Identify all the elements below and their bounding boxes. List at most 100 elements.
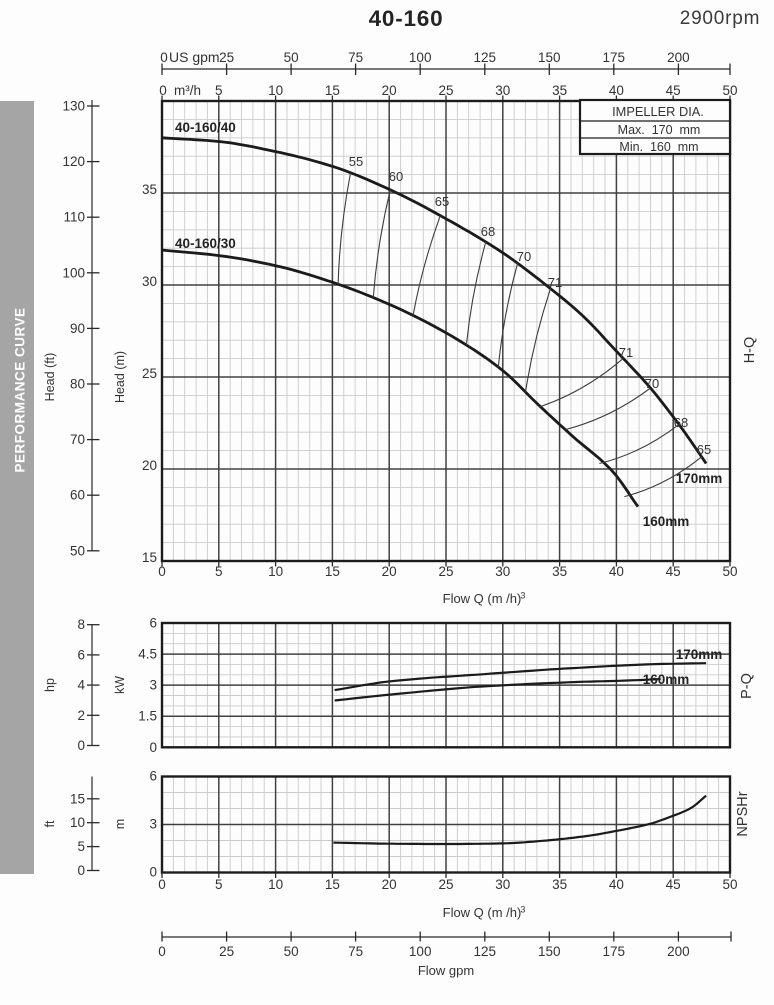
svg-text:5: 5: [77, 839, 85, 854]
svg-text:Min. 160 mm: Min. 160 mm: [619, 140, 698, 154]
svg-text:40: 40: [609, 83, 624, 98]
svg-text:20: 20: [382, 877, 397, 892]
svg-text:15: 15: [325, 877, 340, 892]
svg-text:P-Q: P-Q: [739, 673, 755, 699]
svg-text:130: 130: [62, 99, 85, 114]
svg-text:1.5: 1.5: [138, 709, 157, 724]
svg-text:65: 65: [435, 194, 449, 209]
svg-text:160mm: 160mm: [643, 514, 690, 529]
svg-text:170mm: 170mm: [676, 471, 723, 486]
svg-text:Head (m): Head (m): [113, 351, 127, 403]
svg-text:Flow Q (m /h)3: Flow Q (m /h)3: [443, 591, 526, 607]
svg-text:175: 175: [603, 944, 626, 959]
svg-text:5: 5: [215, 877, 223, 892]
svg-text:kW: kW: [113, 676, 127, 694]
svg-text:80: 80: [70, 377, 85, 392]
svg-text:0: 0: [158, 877, 166, 892]
svg-text:3: 3: [149, 817, 157, 832]
svg-text:68: 68: [481, 224, 495, 239]
svg-text:45: 45: [666, 877, 681, 892]
svg-text:50: 50: [70, 543, 85, 558]
svg-text:8: 8: [77, 617, 85, 632]
svg-text:200: 200: [667, 50, 690, 65]
svg-text:60: 60: [389, 169, 403, 184]
svg-text:50: 50: [284, 50, 299, 65]
svg-text:110: 110: [63, 210, 85, 225]
svg-text:50: 50: [722, 83, 737, 98]
svg-text:71: 71: [548, 275, 562, 290]
svg-text:10: 10: [268, 877, 283, 892]
svg-text:150: 150: [538, 50, 561, 65]
svg-text:2: 2: [77, 708, 85, 723]
svg-text:45: 45: [666, 564, 681, 579]
svg-text:IMPELLER DIA.: IMPELLER DIA.: [612, 104, 704, 119]
svg-text:40-160: 40-160: [369, 6, 444, 31]
svg-text:US gpm: US gpm: [169, 49, 220, 65]
svg-text:30: 30: [495, 564, 510, 579]
svg-text:75: 75: [348, 50, 363, 65]
svg-text:35: 35: [552, 564, 567, 579]
svg-text:0: 0: [77, 738, 85, 753]
svg-text:120: 120: [62, 154, 85, 169]
svg-text:0: 0: [158, 944, 166, 959]
svg-text:0: 0: [159, 83, 167, 98]
svg-text:25: 25: [142, 366, 157, 381]
svg-text:Flow Q (m /h)3: Flow Q (m /h)3: [443, 905, 526, 921]
svg-text:6: 6: [149, 769, 157, 784]
svg-text:m: m: [113, 819, 127, 829]
svg-text:m³/h: m³/h: [174, 83, 201, 98]
svg-text:35: 35: [552, 877, 567, 892]
svg-text:45: 45: [666, 83, 681, 98]
svg-text:25: 25: [219, 50, 234, 65]
svg-text:50: 50: [722, 877, 737, 892]
svg-text:0: 0: [149, 740, 157, 755]
svg-text:25: 25: [438, 83, 453, 98]
svg-text:Flow gpm: Flow gpm: [418, 963, 474, 978]
svg-text:0: 0: [158, 564, 166, 579]
svg-text:6: 6: [77, 647, 85, 662]
svg-text:5: 5: [215, 83, 223, 98]
svg-text:90: 90: [70, 321, 85, 336]
svg-text:3: 3: [149, 678, 157, 693]
svg-text:35: 35: [552, 83, 567, 98]
svg-text:Head (ft): Head (ft): [43, 353, 57, 402]
svg-text:5: 5: [215, 564, 223, 579]
svg-text:H-Q: H-Q: [742, 337, 758, 364]
svg-text:15: 15: [325, 564, 340, 579]
svg-text:55: 55: [349, 154, 363, 169]
svg-text:150: 150: [538, 944, 561, 959]
svg-text:125: 125: [474, 50, 497, 65]
svg-text:25: 25: [438, 877, 453, 892]
svg-text:125: 125: [474, 944, 497, 959]
svg-text:50: 50: [722, 564, 737, 579]
svg-text:50: 50: [284, 944, 299, 959]
svg-text:170mm: 170mm: [676, 647, 723, 662]
svg-text:40: 40: [609, 877, 624, 892]
svg-text:10: 10: [268, 564, 283, 579]
svg-text:4: 4: [77, 678, 85, 693]
svg-text:20: 20: [382, 83, 397, 98]
svg-text:30: 30: [142, 274, 157, 289]
svg-text:ft: ft: [43, 820, 57, 827]
svg-text:15: 15: [70, 791, 85, 806]
svg-text:35: 35: [142, 182, 157, 197]
svg-text:100: 100: [62, 265, 85, 280]
svg-text:70: 70: [645, 376, 659, 391]
svg-text:40: 40: [609, 564, 624, 579]
svg-text:0: 0: [149, 865, 157, 880]
svg-text:65: 65: [697, 442, 711, 457]
svg-text:100: 100: [409, 50, 432, 65]
svg-text:60: 60: [70, 488, 85, 503]
svg-text:30: 30: [495, 83, 510, 98]
svg-text:6: 6: [149, 616, 157, 631]
svg-text:15: 15: [325, 83, 340, 98]
svg-text:NPSHr: NPSHr: [735, 791, 751, 836]
svg-text:0: 0: [77, 863, 85, 878]
svg-text:10: 10: [268, 83, 283, 98]
svg-text:25: 25: [219, 944, 234, 959]
svg-text:160mm: 160mm: [643, 672, 690, 687]
svg-text:4.5: 4.5: [138, 647, 157, 662]
svg-text:71: 71: [619, 345, 633, 360]
svg-text:25: 25: [438, 564, 453, 579]
svg-text:2900rpm: 2900rpm: [680, 8, 761, 29]
